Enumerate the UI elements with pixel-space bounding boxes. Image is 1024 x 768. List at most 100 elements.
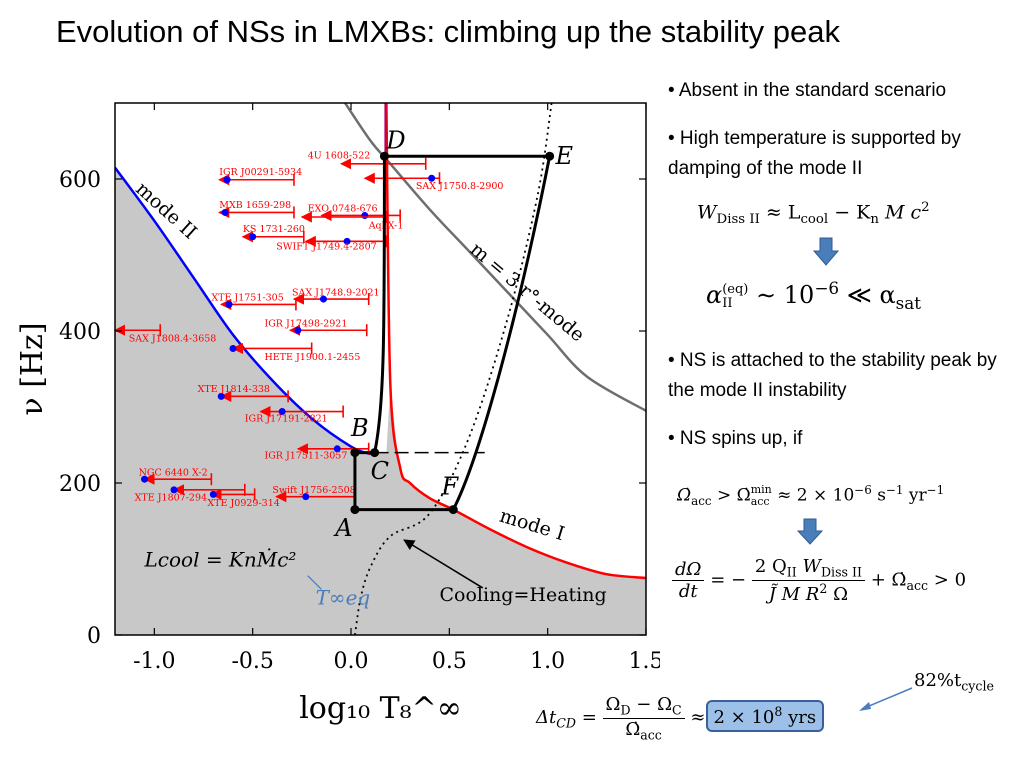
wdiss-rhs-sub: cool	[800, 212, 829, 228]
source-dot	[209, 490, 217, 498]
y-axis-label: ν [Hz]	[15, 322, 50, 415]
y-tick-label: 400	[59, 320, 101, 345]
phase-diagram-chart: 4U 1608-522 IGR J00291-5934 SAX J1750.8-29…	[15, 102, 661, 726]
source-dot	[343, 237, 351, 245]
dO-frac-num-tail-sub: Diss II	[820, 564, 862, 580]
source-label: MXB 1659-298	[219, 200, 291, 211]
track-CD	[373, 156, 386, 453]
alpha-tail-sub: sat	[895, 292, 922, 313]
source-label: EXO 0748-676	[308, 204, 378, 215]
source-label: IGR J17511-3057	[264, 451, 347, 462]
dtcd-lhs: Δt	[536, 707, 557, 729]
dO-gt: > 0	[933, 569, 967, 591]
omega-acc-yr-exp: −1	[926, 483, 945, 497]
down-arrow-icon	[812, 237, 840, 266]
x-tick-label: 1.0	[530, 649, 565, 674]
source-dot	[170, 486, 178, 494]
dtcd-box-unit: yrs	[782, 707, 817, 729]
source-dot	[217, 392, 225, 400]
dtcd-num-sub2: C	[672, 702, 682, 718]
dtcd-den-sub: acc	[640, 727, 662, 743]
omega-acc-units-exp: −1	[885, 483, 904, 497]
source-dot	[221, 208, 229, 216]
source-label: HETE J1900.1-2455	[264, 352, 360, 363]
slide-title: Evolution of NSs in LMXBs: climbing up t…	[56, 14, 840, 49]
omega-acc-lhs: Ω̇	[677, 485, 692, 506]
omega-acc-gt: > Ω̇	[716, 485, 751, 506]
point-label-b: B	[350, 414, 369, 442]
bullet-spins-up: • NS spins up, if	[668, 428, 803, 449]
wdiss-tail: M c	[885, 201, 922, 224]
omega-acc-condition: Ω̇acc > Ω̇ min acc ≈ 2 × 10−6 s−1 yr−1	[677, 483, 944, 508]
tcycle-sub: cycle	[961, 678, 994, 694]
alpha-equation: α (eq) II ∼ 10−6 ≪ αsat	[706, 278, 921, 313]
mode-II-curve	[115, 166, 372, 456]
bullet-absent: • Absent in the standard scenario	[668, 80, 947, 101]
source-dot	[249, 233, 257, 241]
source-label: IGR J17498-2921	[264, 318, 347, 329]
point-c	[370, 448, 380, 458]
dO-frac-den: J̃ M R	[768, 583, 820, 605]
dtcd-box: 2 × 10	[713, 707, 775, 729]
alpha-tail: ≪ α	[846, 281, 896, 309]
source-dot	[302, 493, 310, 501]
tcycle-label: 82%tcycle	[914, 670, 994, 694]
dO-frac-den-sup: 2	[819, 580, 828, 596]
r-mode-label: m = 3 r°-mode	[466, 238, 589, 346]
dO-plus: + Ω̇	[870, 569, 907, 591]
source-label: IGR J17191-2821	[245, 413, 328, 424]
down-arrow-icon	[796, 518, 824, 545]
point-d	[379, 151, 389, 161]
x-tick-label: 1.5	[629, 649, 661, 674]
point-f	[448, 505, 458, 515]
wdiss-lhs-sub: Diss II	[716, 212, 760, 228]
source-label: KS 1731-260	[243, 224, 305, 235]
omega-acc-rhs: ≈ 2 × 10	[777, 485, 855, 506]
point-label-a: A	[333, 514, 352, 542]
dtcd-eq: =	[581, 707, 597, 729]
source-dot	[428, 174, 436, 182]
dO-frac-num-tail: W	[802, 556, 821, 577]
x-tick-label: -0.5	[231, 649, 273, 674]
shaded-unstable-region	[115, 167, 646, 635]
point-label-d: D	[385, 127, 405, 155]
dtcd-num: Ω	[605, 694, 621, 715]
source-label: SAX J1750.8-2900	[416, 181, 504, 192]
point-a	[350, 505, 360, 515]
source-dot	[278, 408, 286, 416]
point-label-f: F	[440, 472, 459, 500]
cooling-heating-pointer	[403, 539, 484, 589]
spin-equation: dΩ dt = − 2 QII WDiss II J̃ M R2 Ω + Ω̇acc…	[672, 556, 966, 605]
mode-I-curve	[385, 103, 646, 580]
dO-frac-num-sub: II	[786, 564, 797, 580]
y-tick-label: 600	[59, 168, 101, 193]
alpha-sym: α	[706, 281, 723, 309]
source-label: XTE J1751-305	[211, 293, 283, 304]
dO-plus-sub: acc	[906, 577, 929, 593]
source-dot	[225, 300, 233, 308]
source-dot	[141, 475, 148, 483]
wdiss-n: n	[870, 212, 879, 228]
point-e	[545, 151, 555, 161]
wdiss-lhs: W	[697, 201, 717, 224]
point-label-c: C	[371, 457, 389, 485]
alpha-sup: (eq)	[722, 281, 749, 297]
omega-acc-units: s	[877, 485, 886, 506]
teq-pointer	[307, 575, 322, 590]
pointer-arrow-icon	[859, 687, 913, 711]
bullet-attached: • NS is attached to the stability peak b…	[668, 350, 997, 401]
source-label: XTE J1807-294	[135, 492, 207, 503]
source-label: Swift J1756-2508	[272, 485, 355, 496]
cooling-heating-curve	[354, 103, 553, 635]
source-dot	[294, 326, 302, 334]
teq-label: T∞eq	[316, 586, 371, 610]
plot-frame	[114, 102, 647, 636]
lcool-label: Lcool = KnṀc²	[144, 548, 297, 572]
y-tick-label: 200	[59, 472, 101, 497]
wdiss-equation: WDiss II ≈ Lcool − Kn M c2	[697, 200, 930, 228]
source-label: SAX J1748.9-2021	[292, 287, 380, 298]
source-dot	[229, 344, 237, 352]
omega-acc-exp: −6	[854, 483, 872, 497]
tcycle-main: 82%t	[914, 670, 962, 691]
wdiss-rest: − K	[834, 201, 871, 224]
